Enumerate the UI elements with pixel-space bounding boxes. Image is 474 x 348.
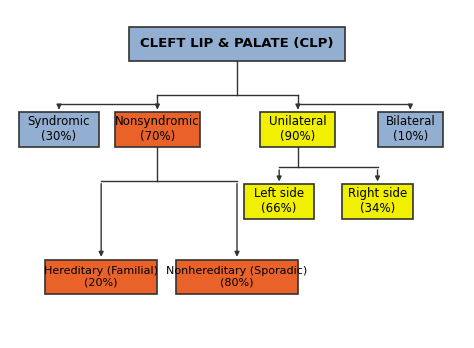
Text: Left side
(66%): Left side (66%) — [254, 187, 304, 215]
Text: Bilateral
(10%): Bilateral (10%) — [385, 116, 435, 143]
FancyBboxPatch shape — [342, 184, 413, 219]
FancyBboxPatch shape — [115, 112, 200, 147]
FancyBboxPatch shape — [377, 112, 443, 147]
Text: Unilateral
(90%): Unilateral (90%) — [269, 116, 327, 143]
Text: Syndromic
(30%): Syndromic (30%) — [28, 116, 90, 143]
Text: Nonsyndromic
(70%): Nonsyndromic (70%) — [115, 116, 200, 143]
FancyBboxPatch shape — [129, 27, 345, 61]
Text: Hereditary (Familial)
(20%): Hereditary (Familial) (20%) — [44, 266, 158, 287]
FancyBboxPatch shape — [45, 260, 157, 294]
FancyBboxPatch shape — [176, 260, 298, 294]
Text: Nonhereditary (Sporadic)
(80%): Nonhereditary (Sporadic) (80%) — [166, 266, 308, 287]
Text: Right side
(34%): Right side (34%) — [348, 187, 407, 215]
FancyBboxPatch shape — [244, 184, 314, 219]
FancyBboxPatch shape — [260, 112, 336, 147]
FancyBboxPatch shape — [19, 112, 99, 147]
Text: CLEFT LIP & PALATE (CLP): CLEFT LIP & PALATE (CLP) — [140, 37, 334, 50]
